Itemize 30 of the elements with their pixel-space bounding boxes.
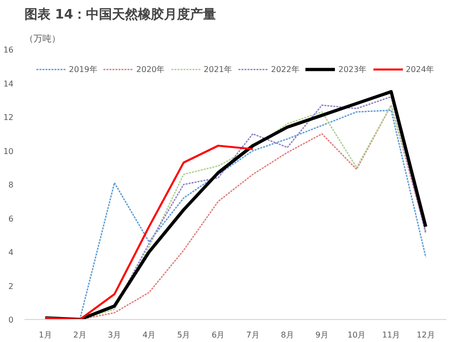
chart-title: 图表 14：中国天然橡胶月度产量 xyxy=(24,6,216,22)
y-tick-label: 16 xyxy=(3,46,14,54)
y-tick-label: 14 xyxy=(3,79,14,88)
y-tick-label: 4 xyxy=(8,248,14,257)
legend-label: 2019年 xyxy=(68,64,98,74)
legend-label: 2023年 xyxy=(338,64,367,74)
legend-label: 2024年 xyxy=(406,64,434,74)
x-tick-label: 11月 xyxy=(382,330,400,340)
x-tick-label: 5月 xyxy=(177,330,190,340)
legend-label: 2021年 xyxy=(204,64,232,74)
legend-label: 2020年 xyxy=(136,64,165,74)
x-tick-label: 9月 xyxy=(315,330,329,340)
y-tick-label: 6 xyxy=(8,214,14,224)
x-tick-label: 4月 xyxy=(142,330,156,340)
x-tick-label: 12月 xyxy=(416,330,435,340)
x-tick-label: 2月 xyxy=(73,330,86,340)
y-axis-title: （万吨） xyxy=(24,34,60,44)
y-tick-label: 12 xyxy=(3,113,14,122)
line-series xyxy=(44,144,254,320)
x-tick-label: 8月 xyxy=(280,330,294,340)
x-tick-label: 1月 xyxy=(38,330,52,340)
x-tick-label: 10月 xyxy=(347,330,366,340)
y-tick-label: 10 xyxy=(3,146,14,156)
y-tick-label: 0 xyxy=(8,316,14,324)
x-tick-label: 7月 xyxy=(246,330,260,340)
y-tick-label: 2 xyxy=(8,282,14,291)
x-tick-label: 3月 xyxy=(108,330,121,340)
legend-label: 2022年 xyxy=(271,64,300,74)
x-tick-label: 6月 xyxy=(212,330,225,340)
y-tick-label: 8 xyxy=(8,180,14,190)
